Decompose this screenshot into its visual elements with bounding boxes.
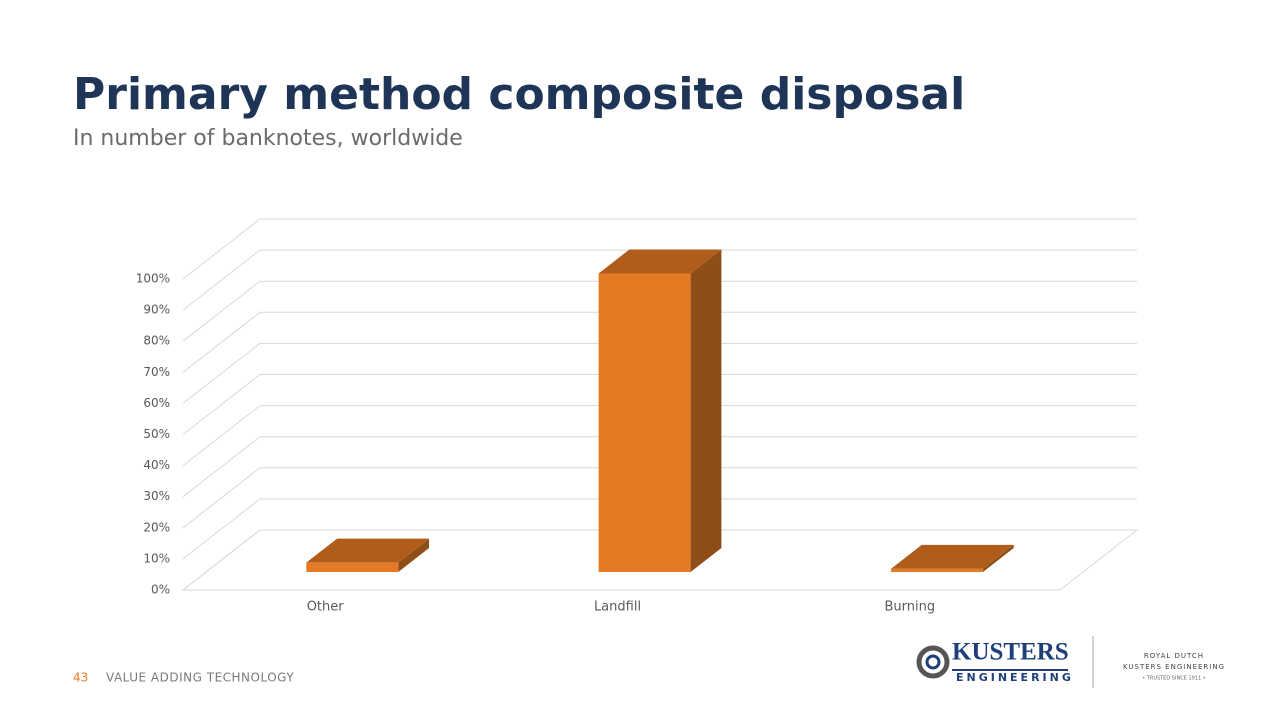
logo-company: KUSTERS ENGINEERING	[1123, 663, 1225, 671]
y-tick-label: 10%	[143, 551, 170, 565]
y-tick-label: 0%	[151, 583, 170, 597]
grid-line	[182, 498, 1137, 560]
bar-top	[598, 249, 722, 274]
y-tick-label: 70%	[143, 365, 170, 379]
grid-line	[182, 249, 1137, 311]
bar	[598, 273, 691, 572]
chart-title: Primary method composite disposal	[73, 69, 965, 120]
grid-line	[182, 311, 1137, 373]
grid-line	[182, 436, 1137, 498]
logo-ring-inner	[925, 654, 941, 670]
x-tick-label: Burning	[885, 600, 936, 615]
grid-line	[182, 218, 1137, 280]
bar-side	[982, 544, 1014, 572]
chart-subtitle: In number of banknotes, worldwide	[73, 126, 463, 151]
logo-rule	[952, 669, 1068, 671]
bar-top	[306, 538, 430, 563]
y-tick-label: 100%	[136, 272, 170, 286]
y-tick-label: 50%	[143, 427, 170, 441]
grid-line	[182, 405, 1137, 466]
grid-line	[182, 374, 1137, 435]
x-tick-label: Landfill	[594, 600, 641, 615]
logo-ring	[916, 645, 950, 679]
grid-line	[182, 467, 1137, 529]
footer-text: VALUE ADDING TECHNOLOGY	[106, 671, 294, 685]
bar-side	[690, 249, 722, 572]
y-tick-label: 30%	[143, 489, 170, 503]
logo-royal: ROYAL DUTCH	[1144, 652, 1204, 660]
x-tick-label: Other	[307, 600, 345, 615]
grid-line	[182, 529, 1137, 591]
y-tick-label: 60%	[143, 396, 170, 410]
bar-top	[890, 544, 1014, 569]
grid-line	[182, 342, 1137, 404]
y-tick-label: 80%	[143, 334, 170, 348]
bar	[306, 562, 399, 572]
page-number: 43	[73, 671, 88, 685]
logo-trusted: • TRUSTED SINCE 1911 •	[1142, 676, 1205, 682]
bar-side	[398, 538, 430, 572]
y-tick-label: 20%	[143, 520, 170, 534]
y-tick-label: 40%	[143, 458, 170, 472]
logo: KUSTERS ENGINEERING ROYAL DUTCH KUSTERS …	[916, 636, 1225, 688]
y-tick-label: 90%	[143, 303, 170, 317]
logo-name: KUSTERS	[952, 639, 1069, 666]
grid-line	[182, 280, 1137, 342]
logo-sub: ENGINEERING	[956, 671, 1074, 684]
bar	[890, 568, 983, 572]
